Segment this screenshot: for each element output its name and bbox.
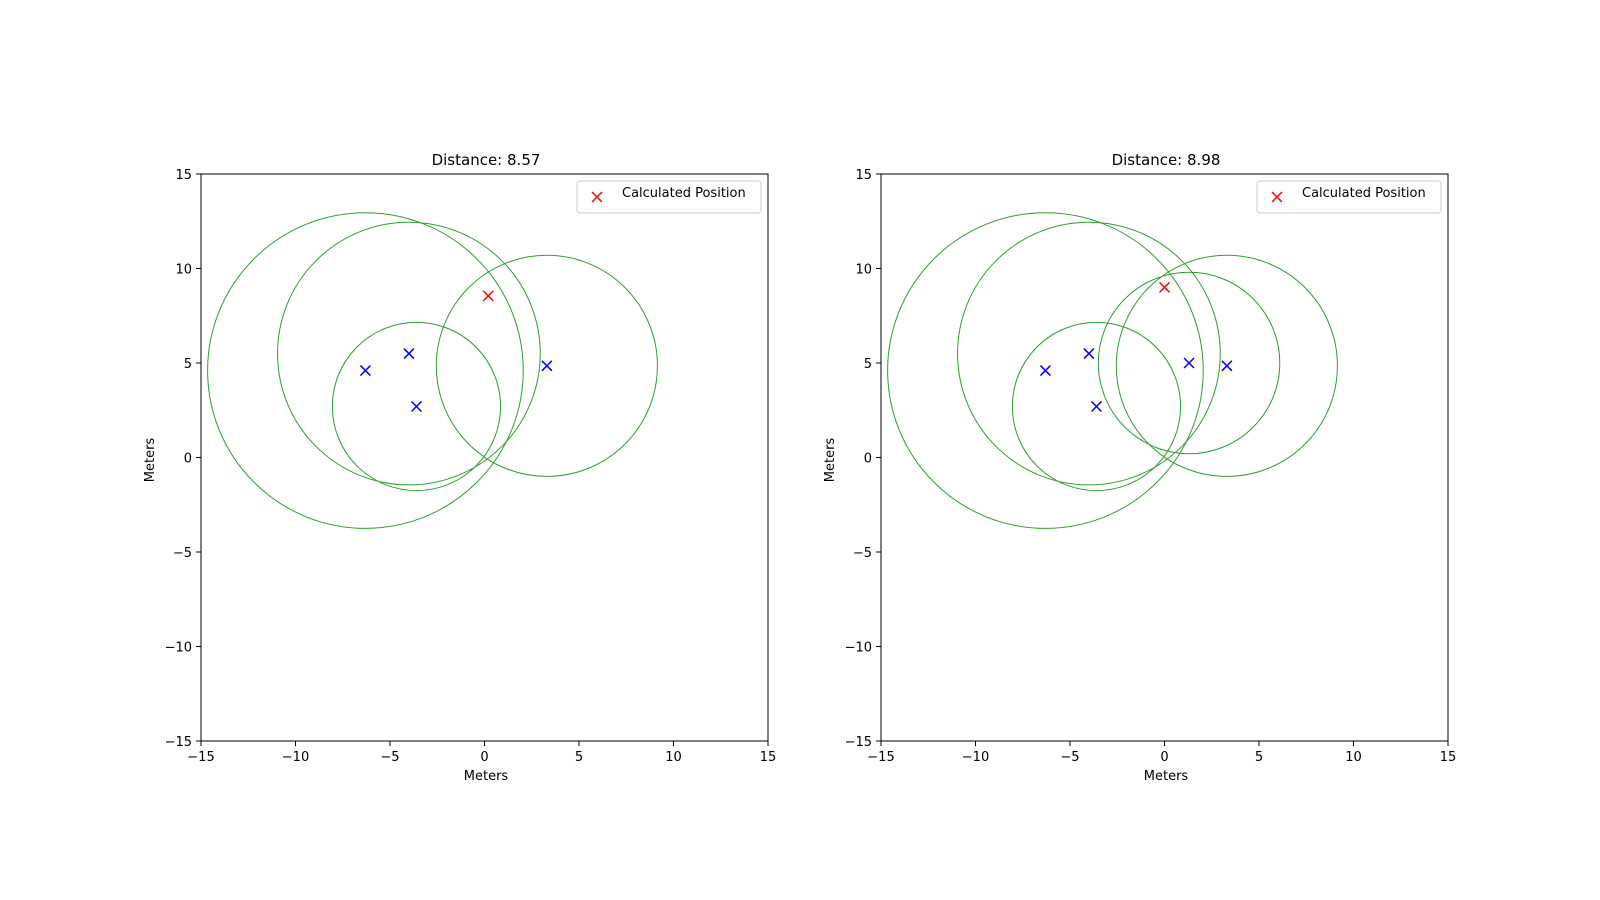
right-plot-anchor-point-4 bbox=[1221, 360, 1233, 372]
left-plot-ytick-label-2: −5 bbox=[173, 546, 192, 561]
left-plot-legend-marker-stroke-b bbox=[591, 191, 603, 203]
right-plot-xtick-label-4: 5 bbox=[1255, 750, 1263, 765]
right-plot-ytick-label-1: −10 bbox=[845, 641, 872, 656]
right-plot-ytick-label-5: 10 bbox=[855, 263, 872, 278]
right-plot-xtick-label-0: −15 bbox=[867, 750, 894, 765]
left-plot-xtick-label-6: 15 bbox=[760, 750, 777, 765]
right-plot-ytick-label-0: −15 bbox=[845, 735, 872, 750]
right-plot-data-area bbox=[887, 212, 1338, 529]
left-plot-anchor-point-2 bbox=[410, 400, 422, 413]
left-plot-xtick-label-5: 10 bbox=[665, 750, 682, 765]
right-plot-xtick-label-6: 15 bbox=[1440, 750, 1457, 765]
right-plot: Distance: 8.98 Meters Meters −15 −10 −5 0 5 1… bbox=[823, 151, 1456, 784]
left-plot-calculated-position-point-stroke-b bbox=[482, 290, 494, 302]
right-plot-title: Distance: 8.98 bbox=[1112, 151, 1221, 169]
left-plot-calculated-position-point bbox=[482, 290, 494, 302]
left-plot-legend-box bbox=[576, 180, 762, 214]
right-plot-xtick-label-3: 0 bbox=[1160, 750, 1168, 765]
right-plot-anchor-point-3-stroke-b bbox=[1183, 357, 1195, 369]
left-plot-anchor-point-0-stroke-b bbox=[359, 365, 371, 377]
right-plot-ytick-label-3: 0 bbox=[864, 452, 872, 467]
right-plot-xtick-label-5: 10 bbox=[1345, 750, 1362, 765]
left-plot-xtick-label-0: −15 bbox=[187, 750, 214, 765]
right-plot-legend-box bbox=[1256, 180, 1442, 214]
right-plot-ytick-label-4: 5 bbox=[864, 357, 872, 372]
right-plot-legend-marker bbox=[1271, 191, 1283, 203]
left-plot-ylabel: Meters bbox=[143, 438, 158, 483]
right-plot-anchor-point-1-stroke-b bbox=[1083, 348, 1095, 360]
left-plot-xtick-label-3: 0 bbox=[480, 750, 488, 765]
right-plot-anchor-point-3 bbox=[1183, 357, 1195, 369]
right-plot-xlabel: Meters bbox=[1144, 769, 1189, 784]
left-plot-range-circle-2 bbox=[331, 321, 502, 492]
right-plot-range-circle-3 bbox=[1097, 271, 1281, 455]
left-plot-xtick-label-4: 5 bbox=[575, 750, 583, 765]
right-plot-ylabel: Meters bbox=[823, 438, 838, 483]
right-plot-legend-label: Calculated Position bbox=[1302, 186, 1426, 201]
right-plot-anchor-point-0-stroke-b bbox=[1039, 365, 1051, 377]
left-plot-range-circle-1 bbox=[277, 221, 541, 486]
right-plot-anchor-point-2-stroke-b bbox=[1090, 400, 1102, 413]
left-plot-range-circle-0 bbox=[207, 212, 524, 529]
right-plot-xtick-label-1: −10 bbox=[962, 750, 989, 765]
right-plot-anchor-point-4-stroke-b bbox=[1221, 360, 1233, 372]
right-plot-range-circle-0 bbox=[887, 212, 1204, 529]
right-plot-calculated-position-point bbox=[1158, 281, 1171, 293]
right-plot-anchor-point-2 bbox=[1090, 400, 1102, 413]
left-plot-anchor-point-2-stroke-b bbox=[410, 400, 422, 413]
left-plot-ytick-label-1: −10 bbox=[165, 641, 192, 656]
right-plot-ytick-label-6: 15 bbox=[855, 168, 872, 183]
left-plot-legend-marker bbox=[591, 191, 603, 203]
left-plot-range-circle-3 bbox=[435, 254, 658, 477]
left-plot-ytick-label-6: 15 bbox=[175, 168, 192, 183]
left-plot-ytick-label-4: 5 bbox=[184, 357, 192, 372]
left-plot-xtick-label-1: −10 bbox=[282, 750, 309, 765]
right-plot-ytick-label-2: −5 bbox=[853, 546, 872, 561]
left-plot: Distance: 8.57 Meters Meters −15 −10 −5 0 5 1… bbox=[143, 151, 776, 784]
left-plot-anchor-point-3-stroke-b bbox=[541, 360, 553, 372]
left-plot-anchor-point-3 bbox=[541, 360, 553, 372]
left-plot-ytick-label-0: −15 bbox=[165, 735, 192, 750]
right-plot-range-circle-2 bbox=[1011, 321, 1182, 492]
left-plot-ytick-label-3: 0 bbox=[184, 452, 192, 467]
left-plot-anchor-point-1 bbox=[403, 348, 415, 360]
right-plot-calculated-position-point-stroke-b bbox=[1158, 281, 1171, 293]
right-plot-xtick-label-2: −5 bbox=[1060, 750, 1079, 765]
left-plot-legend-label: Calculated Position bbox=[622, 186, 746, 201]
right-plot-legend-marker-stroke-b bbox=[1271, 191, 1283, 203]
right-plot-range-circle-4 bbox=[1115, 254, 1338, 477]
right-plot-anchor-point-1 bbox=[1083, 348, 1095, 360]
right-plot-range-circle-1 bbox=[957, 221, 1221, 486]
left-plot-anchor-point-1-stroke-b bbox=[403, 348, 415, 360]
left-plot-data-area bbox=[207, 212, 658, 529]
left-plot-anchor-point-0 bbox=[359, 365, 371, 377]
left-plot-title: Distance: 8.57 bbox=[432, 151, 541, 169]
left-plot-xlabel: Meters bbox=[464, 769, 509, 784]
right-plot-anchor-point-0 bbox=[1039, 365, 1051, 377]
left-plot-ytick-label-5: 10 bbox=[175, 263, 192, 278]
left-plot-xtick-label-2: −5 bbox=[380, 750, 399, 765]
